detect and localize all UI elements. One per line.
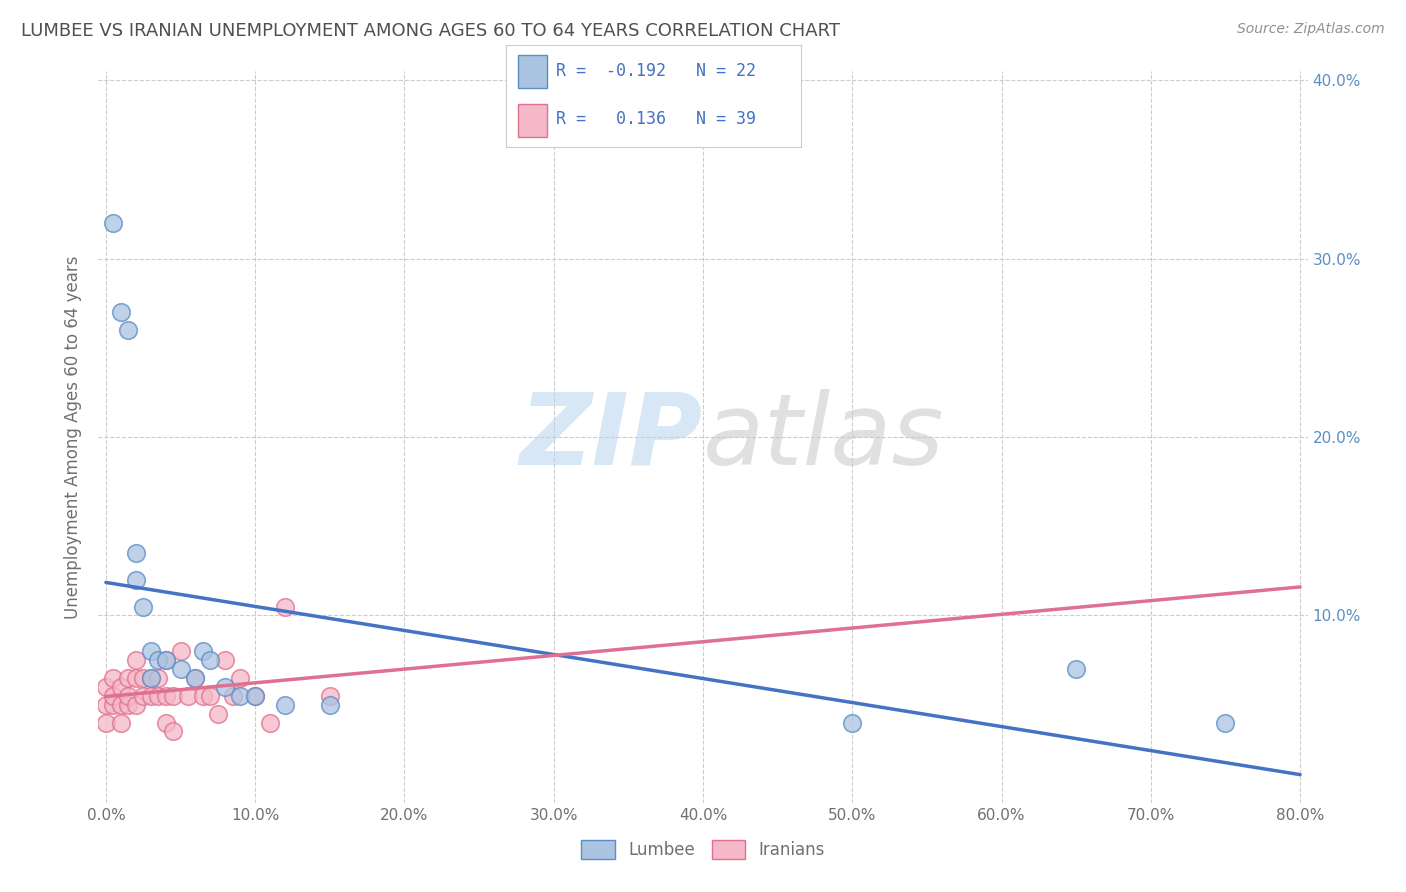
Point	[1064, 662, 1087, 676]
Point	[103, 698, 125, 712]
Point	[110, 698, 132, 712]
Point	[146, 653, 169, 667]
Point	[117, 689, 139, 703]
Point	[259, 715, 281, 730]
Point	[139, 671, 162, 685]
Point	[103, 671, 125, 685]
Point	[214, 680, 236, 694]
Point	[132, 689, 155, 703]
Point	[169, 662, 191, 676]
Point	[274, 698, 297, 712]
Point	[125, 698, 148, 712]
Point	[110, 680, 132, 694]
Point	[139, 644, 162, 658]
Point	[243, 689, 266, 703]
Text: atlas: atlas	[703, 389, 945, 485]
FancyBboxPatch shape	[517, 104, 547, 137]
Point	[139, 689, 162, 703]
Point	[94, 680, 117, 694]
Point	[243, 689, 266, 703]
Point	[184, 671, 207, 685]
Point	[184, 671, 207, 685]
Text: LUMBEE VS IRANIAN UNEMPLOYMENT AMONG AGES 60 TO 64 YEARS CORRELATION CHART: LUMBEE VS IRANIAN UNEMPLOYMENT AMONG AGE…	[21, 22, 841, 40]
Point	[229, 689, 252, 703]
Point	[200, 689, 222, 703]
Point	[191, 644, 214, 658]
Point	[319, 698, 342, 712]
Y-axis label: Unemployment Among Ages 60 to 64 years: Unemployment Among Ages 60 to 64 years	[65, 255, 83, 619]
Point	[169, 644, 191, 658]
Point	[125, 573, 148, 587]
Point	[319, 689, 342, 703]
Point	[125, 653, 148, 667]
Legend: Lumbee, Iranians: Lumbee, Iranians	[574, 831, 832, 868]
Point	[117, 698, 139, 712]
Point	[117, 671, 139, 685]
FancyBboxPatch shape	[517, 55, 547, 87]
Point	[125, 546, 148, 560]
Point	[155, 689, 177, 703]
Point	[125, 671, 148, 685]
Point	[110, 305, 132, 319]
Point	[146, 689, 169, 703]
Point	[139, 671, 162, 685]
Point	[155, 653, 177, 667]
Point	[841, 715, 863, 730]
Text: R =  -0.192   N = 22: R = -0.192 N = 22	[557, 62, 756, 80]
Point	[146, 671, 169, 685]
Point	[94, 715, 117, 730]
Point	[222, 689, 245, 703]
Point	[191, 689, 214, 703]
Point	[177, 689, 200, 703]
Point	[155, 653, 177, 667]
Point	[229, 671, 252, 685]
Point	[155, 715, 177, 730]
Point	[274, 599, 297, 614]
Point	[207, 706, 229, 721]
Point	[1215, 715, 1237, 730]
Point	[103, 216, 125, 230]
Point	[200, 653, 222, 667]
Point	[103, 689, 125, 703]
Point	[117, 323, 139, 337]
Point	[110, 715, 132, 730]
Point	[94, 698, 117, 712]
Text: R =   0.136   N = 39: R = 0.136 N = 39	[557, 111, 756, 128]
Point	[132, 599, 155, 614]
Point	[132, 671, 155, 685]
Text: Source: ZipAtlas.com: Source: ZipAtlas.com	[1237, 22, 1385, 37]
Point	[162, 689, 184, 703]
Point	[214, 653, 236, 667]
Point	[162, 724, 184, 739]
Text: ZIP: ZIP	[520, 389, 703, 485]
